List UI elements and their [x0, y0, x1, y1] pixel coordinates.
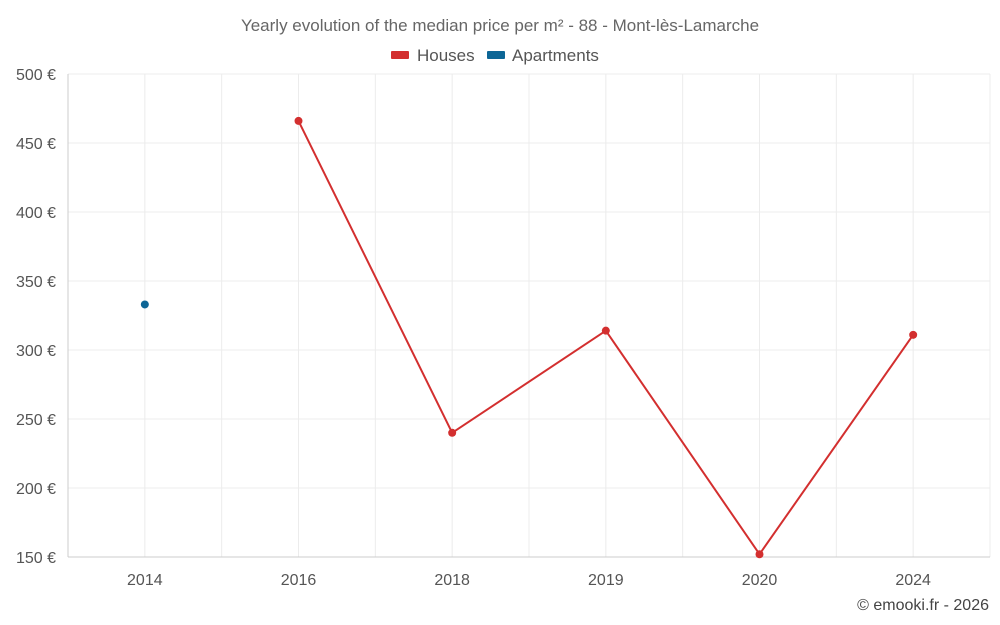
data-point-houses[interactable] [755, 550, 764, 559]
series [140, 116, 918, 559]
x-tick-label: 2024 [895, 572, 931, 589]
data-point-houses[interactable] [601, 326, 610, 335]
y-tick-label: 500 € [16, 67, 56, 84]
y-tick-label: 400 € [16, 205, 56, 222]
chart-title: Yearly evolution of the median price per… [241, 16, 759, 35]
legend-label-houses: Houses [417, 46, 475, 65]
x-tick-label: 2020 [742, 572, 778, 589]
x-axis: 2014 2016 2018 2019 2020 2024 [127, 572, 931, 589]
data-point-apartments[interactable] [140, 300, 149, 309]
data-point-houses[interactable] [448, 428, 457, 437]
y-axis: 150 € 200 € 250 € 300 € 350 € 400 € 450 € 500 € [16, 67, 56, 567]
legend-swatch-houses [391, 51, 409, 59]
legend-swatch-apartments [487, 51, 505, 59]
y-tick-label: 200 € [16, 481, 56, 498]
x-tick-label: 2018 [434, 572, 470, 589]
legend[interactable]: Houses Apartments [391, 46, 599, 65]
x-tick-label: 2014 [127, 572, 163, 589]
data-point-houses[interactable] [294, 116, 303, 125]
data-point-houses[interactable] [909, 330, 918, 339]
legend-item-apartments[interactable]: Apartments [487, 46, 599, 65]
y-tick-label: 350 € [16, 274, 56, 291]
y-tick-label: 450 € [16, 136, 56, 153]
legend-item-houses[interactable]: Houses [391, 46, 475, 65]
x-tick-label: 2019 [588, 572, 624, 589]
y-tick-label: 250 € [16, 412, 56, 429]
y-tick-label: 150 € [16, 550, 56, 567]
y-tick-label: 300 € [16, 343, 56, 360]
legend-label-apartments: Apartments [512, 46, 599, 65]
x-tick-label: 2016 [281, 572, 317, 589]
grid [67, 73, 991, 558]
credit: © emooki.fr - 2026 [857, 597, 989, 614]
